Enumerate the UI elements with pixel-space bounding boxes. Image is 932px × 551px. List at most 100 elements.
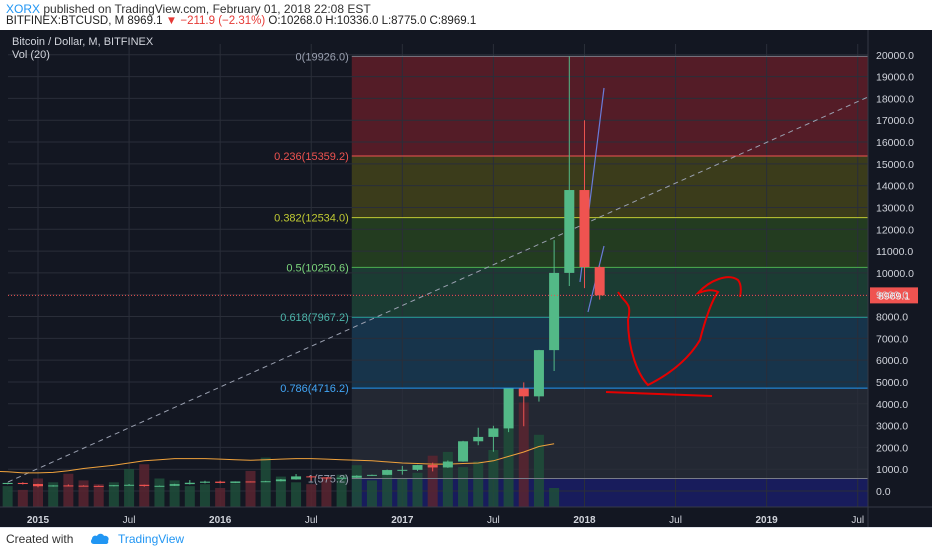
fib-level-label: 1(575.2) — [308, 473, 349, 485]
candle-body[interactable] — [473, 436, 484, 442]
time-axis[interactable]: 2015 Jul 2016 Jul 2017 Jul 2018 Jul 2019 Jul — [0, 506, 932, 526]
annotation-support-line[interactable] — [605, 391, 713, 397]
candle-body[interactable] — [427, 465, 438, 468]
price-chart[interactable]: 0(19926.0) 0.236(15359.2) 0.382(12534.0) 0.… — [0, 30, 932, 527]
candle-body[interactable] — [564, 190, 575, 273]
volume-bar — [351, 465, 362, 507]
candles[interactable] — [0, 56, 605, 488]
price-tick-label: 3000.0 — [876, 421, 908, 433]
price-tick-label: 6000.0 — [876, 355, 908, 367]
symbol-line: BITFINEX:BTCUSD, M 8969.1 — [6, 15, 163, 27]
candle-body[interactable] — [579, 190, 590, 268]
volume-bar — [458, 467, 469, 507]
volume-bar — [533, 434, 544, 507]
price-tick-label: 9000.0 — [876, 290, 908, 302]
candle-body[interactable] — [442, 461, 453, 468]
candle-body[interactable] — [351, 475, 362, 478]
candle-body[interactable] — [275, 479, 286, 482]
candle-body[interactable] — [230, 481, 241, 483]
volume-bar — [397, 478, 408, 507]
candle-body[interactable] — [215, 481, 226, 483]
candle-body[interactable] — [93, 485, 104, 487]
publish-info: XORX published on TradingView.com, Febru… — [6, 2, 371, 16]
volume-bar — [215, 488, 226, 507]
candle-body[interactable] — [260, 481, 271, 483]
time-tick-label: 2019 — [756, 515, 779, 526]
fib-level-label: 0.5(10250.6) — [286, 262, 348, 274]
volume-bar — [427, 455, 438, 507]
candle-body[interactable] — [63, 485, 74, 487]
candle-body[interactable] — [108, 485, 119, 487]
candle-body[interactable] — [382, 470, 393, 475]
volume-bar — [17, 489, 28, 507]
candle-body[interactable] — [291, 476, 302, 480]
volume-ma-line — [0, 443, 555, 474]
candle-body[interactable] — [78, 485, 89, 487]
volume-bar — [63, 473, 74, 507]
candle-body[interactable] — [518, 388, 529, 397]
volume-bar — [245, 470, 256, 507]
fib-level-label: 0.382(12534.0) — [274, 213, 349, 225]
chart-title: Bitcoin / Dollar, M, BITFINEX — [12, 36, 154, 48]
price-tick-label: 0.0 — [876, 486, 891, 498]
fib-zone — [351, 56, 868, 157]
candle-body[interactable] — [139, 484, 150, 486]
time-tick-label: Jul — [123, 515, 136, 526]
candle-body[interactable] — [17, 482, 28, 485]
fib-lines[interactable]: 0(19926.0) 0.236(15359.2) 0.382(12534.0) 0.… — [274, 51, 868, 485]
volume-bar — [33, 478, 43, 507]
candle-body[interactable] — [366, 474, 377, 476]
dashed-trendline[interactable] — [7, 96, 869, 483]
volume-bar — [124, 469, 135, 507]
candle-body[interactable] — [48, 485, 59, 487]
candle-body[interactable] — [306, 476, 317, 478]
volume-bar — [366, 480, 377, 507]
candle-body[interactable] — [154, 485, 165, 487]
fib-zone — [351, 267, 868, 318]
candle-body[interactable] — [199, 481, 210, 483]
volume-bar — [518, 402, 529, 507]
candle-body[interactable] — [245, 481, 256, 483]
volume-bar — [275, 476, 286, 507]
fib-zone — [351, 156, 868, 218]
volume-bars — [2, 402, 560, 507]
candle-body[interactable] — [488, 428, 499, 437]
price-tick-label: 7000.0 — [876, 333, 908, 345]
volume-bar — [503, 423, 514, 507]
volume-bar — [336, 474, 347, 507]
time-tick-label: Jul — [487, 515, 500, 526]
tradingview-cloud-icon — [90, 533, 109, 544]
candle-body[interactable] — [594, 267, 605, 296]
price-tick-label: 14000.0 — [876, 181, 914, 193]
fib-level-label: 0.618(7967.2) — [280, 312, 349, 324]
price-tick-label: 12000.0 — [876, 224, 914, 236]
volume-bar — [306, 484, 317, 507]
volume-bar — [48, 482, 59, 507]
candle-body[interactable] — [184, 482, 195, 485]
candle-body[interactable] — [336, 477, 347, 479]
volume-indicator-label: Vol (20) — [12, 49, 50, 61]
candle-body[interactable] — [412, 465, 423, 470]
annotation-squiggle[interactable] — [617, 276, 742, 387]
candle-body[interactable] — [169, 484, 180, 486]
candle-body[interactable] — [503, 388, 514, 429]
fib-zone — [351, 478, 868, 507]
candle-body[interactable] — [458, 441, 469, 462]
volume-bar — [78, 480, 89, 507]
price-axis[interactable]: 0.0 1000.0 2000.0 3000.0 4000.0 5000.0 6000.0 7… — [867, 30, 914, 527]
candle-body[interactable] — [397, 469, 408, 471]
candle-body[interactable] — [33, 484, 43, 487]
candle-body[interactable] — [321, 477, 332, 479]
candle-body[interactable] — [124, 484, 135, 486]
time-tick-label: 2017 — [391, 515, 414, 526]
candle-body[interactable] — [549, 272, 560, 351]
time-tick-label: 2015 — [27, 515, 50, 526]
candle-body[interactable] — [2, 482, 13, 485]
price-tick-label: 10000.0 — [876, 268, 914, 280]
volume-bar — [549, 488, 560, 507]
tradingview-brand[interactable]: TradingView — [118, 532, 185, 546]
author-name[interactable]: XORX — [6, 2, 41, 16]
volume-bar — [412, 472, 423, 507]
price-tick-label: 19000.0 — [876, 72, 914, 84]
candle-body[interactable] — [533, 350, 544, 397]
